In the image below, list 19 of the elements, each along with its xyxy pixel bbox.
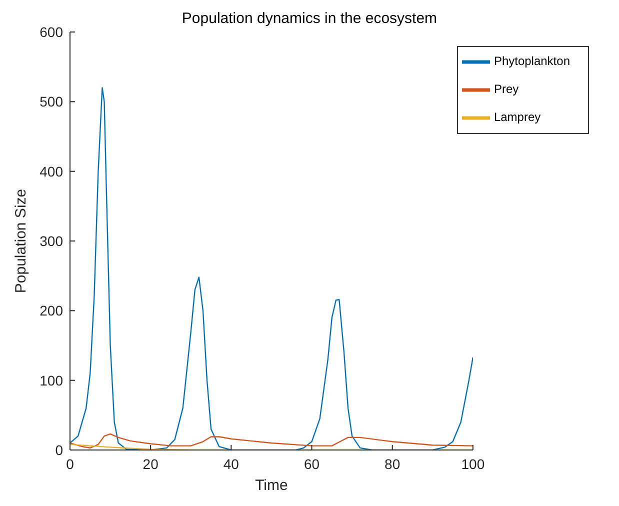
y-tick-label: 500 xyxy=(40,94,64,110)
x-tick-label: 60 xyxy=(304,456,320,472)
y-tick-label: 600 xyxy=(40,24,64,40)
x-tick-label: 100 xyxy=(461,456,485,472)
x-tick-label: 40 xyxy=(223,456,240,472)
y-tick-label: 400 xyxy=(40,163,64,180)
legend-label: Phytoplankton xyxy=(494,54,570,68)
y-tick-label: 100 xyxy=(40,372,64,388)
x-axis-title: Time xyxy=(255,477,288,494)
y-tick-label: 0 xyxy=(55,442,64,458)
y-axis-title: Population Size xyxy=(12,188,30,294)
x-tick-label: 0 xyxy=(66,456,74,472)
legend-label: Lamprey xyxy=(494,110,541,124)
chart-title: Population dynamics in the ecosystem xyxy=(182,10,438,27)
y-tick-label: 300 xyxy=(40,232,64,249)
y-tick-label: 200 xyxy=(40,302,64,319)
legend-label: Prey xyxy=(494,82,519,96)
x-tick-label: 20 xyxy=(142,456,159,472)
x-tick-label: 80 xyxy=(384,456,400,472)
